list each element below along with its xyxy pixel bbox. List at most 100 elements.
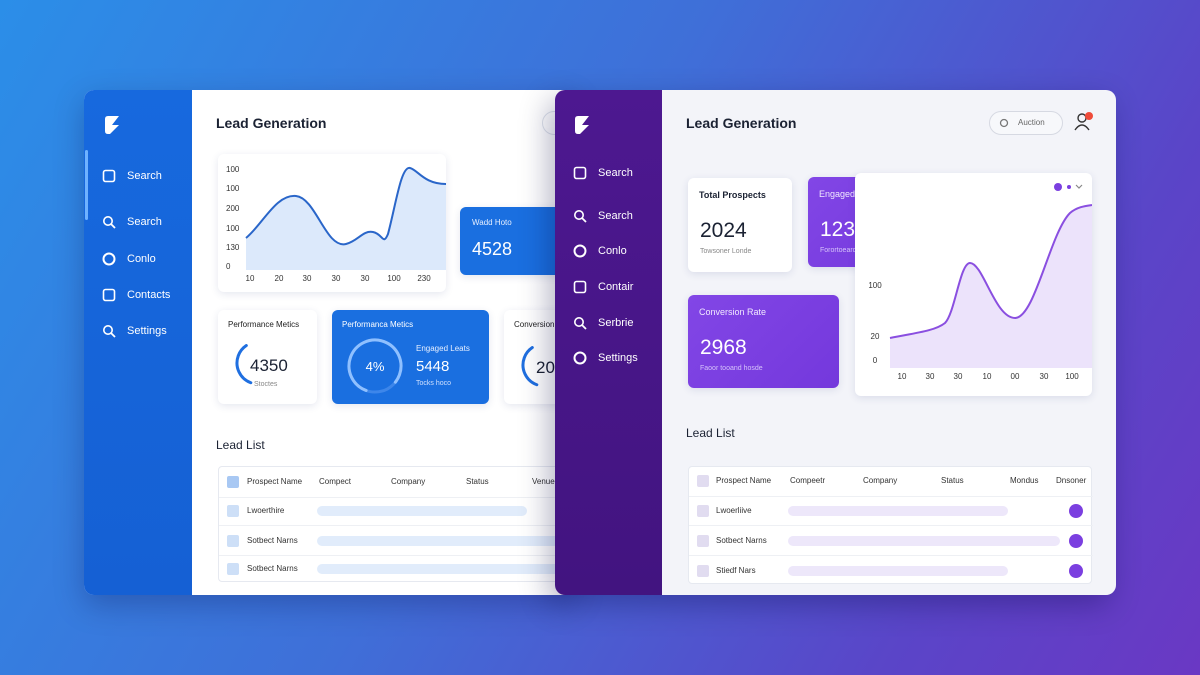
nav-item: Search bbox=[127, 215, 162, 228]
active-indicator bbox=[85, 150, 88, 220]
lead-table: Prospect Name Compeetr Company Status Mondus… bbox=[688, 466, 1093, 584]
card-title: Engaged Leads bbox=[819, 188, 883, 199]
row-divider bbox=[689, 525, 1093, 526]
card-label: Engaged Leats bbox=[416, 344, 470, 353]
icon-shape bbox=[110, 332, 116, 338]
chart-card: 100 100 200 100 130 0 10 20 30 30 30 100 230 bbox=[218, 154, 446, 292]
nav-icon bbox=[573, 166, 587, 180]
card-caption: Stoctes bbox=[254, 380, 278, 388]
checkbox bbox=[227, 535, 239, 547]
row-bar bbox=[317, 536, 574, 546]
row-name: Stiedf Nars bbox=[716, 566, 756, 575]
nav-item: Search bbox=[127, 169, 162, 182]
nav-icon bbox=[102, 288, 116, 302]
card-caption: Towsoner Londe bbox=[700, 247, 752, 255]
y-tick-label: 100 bbox=[226, 165, 240, 174]
chart-area bbox=[890, 205, 1092, 368]
column-header: Compeetr bbox=[790, 476, 826, 485]
nav-item: Search bbox=[598, 209, 633, 222]
y-tick-label: 200 bbox=[226, 204, 240, 213]
gauge bbox=[235, 340, 281, 386]
icon-shape bbox=[1074, 124, 1090, 131]
row-name: Lwoerthire bbox=[247, 506, 285, 515]
icon-shape bbox=[999, 118, 1009, 128]
nav-icon bbox=[102, 252, 116, 266]
card-caption: Faoor tooand hosde bbox=[700, 364, 763, 372]
chart-line bbox=[889, 204, 1092, 339]
x-tick-label: 20 bbox=[274, 274, 284, 283]
card-value: 4350 bbox=[250, 355, 288, 375]
checkbox bbox=[227, 563, 239, 575]
checkbox bbox=[697, 565, 709, 577]
y-tick-label: 100 bbox=[226, 184, 240, 193]
icon-shape bbox=[574, 210, 584, 220]
card-value: 20 bbox=[536, 357, 555, 377]
column-header: Status bbox=[941, 476, 964, 485]
row-name: Lwoerliive bbox=[716, 506, 752, 515]
status-dot bbox=[1069, 504, 1083, 518]
x-tick-label: 30 bbox=[953, 372, 963, 381]
status-dot bbox=[1069, 564, 1083, 578]
notification-dot bbox=[1085, 112, 1093, 120]
icon-shape bbox=[574, 317, 584, 327]
lead-table: Prospect Name Compect Company Status Venue Lw… bbox=[218, 466, 574, 582]
total-card: Total Prospects 2024 Towsoner Londe bbox=[688, 178, 792, 272]
card-title: Performanca Metics bbox=[342, 320, 414, 329]
column-header: Compect bbox=[319, 477, 352, 486]
search-pill: Auction bbox=[989, 111, 1063, 135]
card-title: Total Prospects bbox=[699, 189, 766, 200]
chart-area bbox=[246, 167, 446, 270]
icon-shape bbox=[110, 223, 116, 229]
search-placeholder: Auction bbox=[1018, 118, 1045, 127]
y-tick-label: 20 bbox=[870, 332, 880, 341]
sidebar: Search Search Conlo Contacts Settings bbox=[84, 90, 192, 595]
column-header: Company bbox=[391, 477, 426, 486]
card-value: 2968 bbox=[700, 335, 747, 359]
card-value: 4528 bbox=[472, 239, 513, 259]
nav-icon bbox=[573, 351, 587, 365]
legend-dot bbox=[1054, 183, 1062, 191]
x-tick-label: 100 bbox=[1065, 372, 1079, 381]
nav-item: Contacts bbox=[127, 288, 171, 301]
card-value: 2024 bbox=[700, 218, 747, 242]
nav-icon bbox=[574, 210, 587, 223]
row-bar bbox=[317, 564, 574, 574]
row-name: Sotbect Narns bbox=[247, 564, 298, 573]
nav-item: Search bbox=[598, 166, 633, 179]
gauge bbox=[347, 338, 403, 394]
row-divider bbox=[219, 497, 574, 498]
line-chart bbox=[245, 167, 446, 270]
logo bbox=[105, 116, 119, 134]
logo-shape bbox=[105, 116, 119, 134]
icon-shape bbox=[102, 169, 116, 183]
engaged-card: Performanca Metics 4% Engaged Leats 5448 Toc… bbox=[332, 310, 489, 404]
row-name: Sotbect Narns bbox=[247, 536, 298, 545]
y-tick-label: 0 bbox=[226, 262, 231, 271]
dashboard-window-purple: Search Search Conlo Contair Serbrie Settings L… bbox=[555, 90, 1116, 595]
card-title: Performance Metics bbox=[228, 320, 300, 329]
performance-card: Performance Metics 4350 Stoctes bbox=[218, 310, 317, 404]
row-bar bbox=[317, 506, 527, 516]
x-tick-label: 30 bbox=[331, 274, 341, 283]
icon-shape bbox=[581, 217, 587, 223]
y-tick-label: 130 bbox=[226, 243, 240, 252]
icon-shape bbox=[102, 288, 116, 302]
nav-item: Contair bbox=[598, 280, 634, 293]
gauge-arc bbox=[347, 338, 403, 394]
status-dot bbox=[1069, 534, 1083, 548]
x-tick-label: 10 bbox=[982, 372, 992, 381]
icon-shape bbox=[573, 351, 587, 365]
column-header: Venue bbox=[532, 477, 555, 486]
section-title: Lead List bbox=[216, 438, 265, 452]
icon-shape bbox=[573, 166, 587, 180]
icon-shape bbox=[573, 280, 587, 294]
y-tick-label: 100 bbox=[868, 281, 882, 290]
card-value: 5448 bbox=[416, 357, 450, 375]
section-title: Lead List bbox=[686, 426, 735, 440]
x-tick-label: 30 bbox=[360, 274, 370, 283]
row-divider bbox=[219, 555, 574, 556]
y-tick-label: 0 bbox=[872, 356, 878, 365]
row-bar bbox=[788, 536, 1060, 546]
nav-item: Conlo bbox=[598, 244, 627, 257]
